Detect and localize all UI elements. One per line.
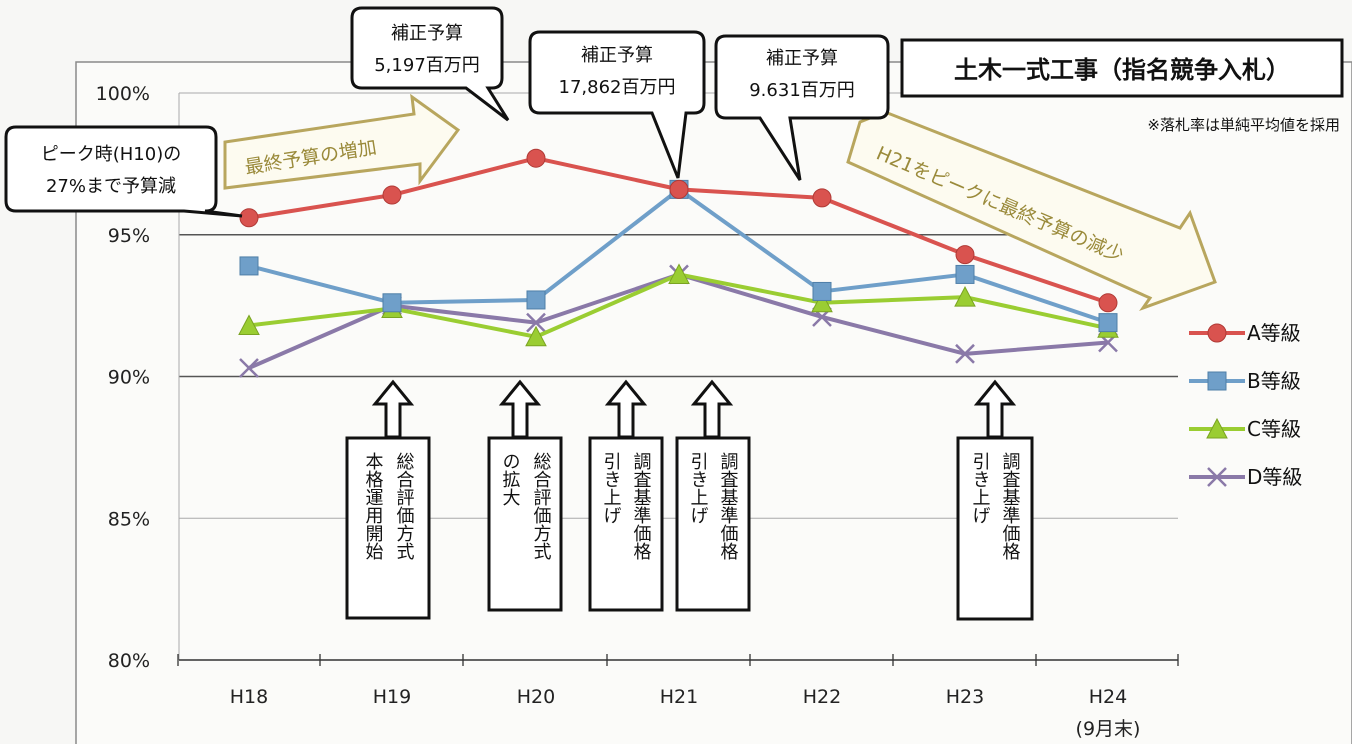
callout-h19-line-1: 補正予算 bbox=[391, 23, 463, 44]
y-tick-label: 100% bbox=[96, 83, 150, 105]
legend-label: A等級 bbox=[1247, 321, 1301, 345]
trend-arrow-increase: 最終予算の増加 bbox=[223, 93, 461, 190]
data-point bbox=[954, 286, 976, 307]
event-3-col-2: 引き上げ bbox=[601, 452, 622, 524]
x-tick-label: H23 bbox=[946, 686, 984, 708]
data-point bbox=[1098, 293, 1118, 313]
event-5-col-1: 調査基準価格 bbox=[1000, 452, 1021, 560]
y-tick-label: 90% bbox=[108, 367, 150, 389]
callout-h22-line-2: 9.631百万円 bbox=[749, 80, 855, 101]
legend-label: C等級 bbox=[1247, 417, 1301, 441]
event-4-col-2: 引き上げ bbox=[688, 452, 709, 524]
callout-h20-line-1: 補正予算 bbox=[581, 45, 653, 66]
x-tick-label: H19 bbox=[373, 686, 411, 708]
callout-h20-line-2: 17,862百万円 bbox=[559, 77, 676, 98]
event-box-3: 調査基準価格 引き上げ bbox=[588, 379, 664, 612]
data-point bbox=[526, 148, 546, 168]
y-axis: 80% 85% 90% 95% 100% bbox=[96, 83, 150, 672]
legend-item: B等級 bbox=[1189, 369, 1301, 393]
data-point bbox=[1207, 467, 1227, 487]
x-axis: H18 H19 H20 H21 H22 H23 H24 (9月末) bbox=[177, 654, 1179, 740]
callout-peak-budget: ピーク時(H10)の 27%まで予算減 bbox=[4, 125, 243, 218]
data-point bbox=[239, 358, 259, 378]
series-A等級 bbox=[239, 148, 1118, 313]
data-point bbox=[669, 179, 689, 199]
event-4-col-1: 調査基準価格 bbox=[718, 452, 739, 560]
data-point bbox=[812, 281, 832, 301]
legend-label: D等級 bbox=[1247, 465, 1302, 489]
legend-item: D等級 bbox=[1189, 465, 1302, 489]
callout-h22-line-1: 補正予算 bbox=[766, 48, 838, 69]
data-point bbox=[811, 291, 833, 313]
event-2-col-2: の拡大 bbox=[500, 452, 521, 506]
x-tick-label: H24 bbox=[1089, 686, 1127, 708]
event-3-col-1: 調査基準価格 bbox=[631, 452, 652, 560]
data-point bbox=[1207, 323, 1227, 343]
data-point bbox=[1207, 371, 1227, 391]
x-tick-sublabel: (9月末) bbox=[1076, 718, 1141, 740]
data-point bbox=[812, 188, 832, 208]
legend-item: C等級 bbox=[1189, 417, 1301, 441]
event-box-2: 総合評価方式 の拡大 bbox=[487, 379, 563, 612]
y-tick-label: 95% bbox=[108, 225, 150, 247]
event-5-col-2: 引き上げ bbox=[970, 452, 991, 524]
x-tick-label: H21 bbox=[660, 686, 698, 708]
y-tick-label: 80% bbox=[108, 650, 150, 672]
event-box-4: 調査基準価格 引き上げ bbox=[675, 379, 751, 612]
chart-title-box: 土木一式工事（指名競争入札） bbox=[900, 38, 1344, 98]
callout-supplementary-budget-h20: 補正予算 17,862百万円 bbox=[528, 30, 706, 179]
data-point bbox=[239, 208, 259, 228]
event-2-col-1: 総合評価方式 bbox=[531, 452, 552, 560]
callout-h19-line-2: 5,197百万円 bbox=[374, 55, 480, 76]
data-point bbox=[1206, 417, 1228, 439]
data-point bbox=[955, 264, 975, 284]
chart-note: ※落札率は単純平均値を採用 bbox=[1147, 116, 1340, 134]
data-point bbox=[239, 256, 259, 276]
event-box-5: 調査基準価格 引き上げ bbox=[956, 379, 1034, 621]
data-point bbox=[382, 185, 402, 205]
data-point bbox=[955, 343, 975, 364]
data-point bbox=[382, 293, 402, 313]
legend: A等級 B等級 C等級 D等級 bbox=[1189, 321, 1302, 489]
data-point bbox=[525, 325, 547, 347]
x-tick-label: H20 bbox=[517, 686, 555, 708]
event-1-col-1: 総合評価方式 bbox=[394, 452, 415, 560]
callout-peak-line-1: ピーク時(H10)の bbox=[41, 144, 181, 165]
y-tick-label: 85% bbox=[108, 508, 150, 530]
x-tick-label: H22 bbox=[803, 686, 841, 708]
data-point bbox=[526, 290, 546, 310]
data-point bbox=[1098, 313, 1118, 333]
callout-supplementary-budget-h22: 補正予算 9.631百万円 bbox=[714, 34, 890, 181]
data-point bbox=[668, 263, 690, 284]
data-point bbox=[238, 314, 260, 335]
x-tick-label: H18 bbox=[230, 686, 268, 708]
legend-label: B等級 bbox=[1247, 369, 1301, 393]
data-point bbox=[955, 245, 975, 265]
callout-supplementary-budget-h19: 補正予算 5,197百万円 bbox=[350, 6, 510, 122]
legend-item: A等級 bbox=[1189, 321, 1301, 345]
data-point bbox=[526, 312, 546, 333]
chart-title: 土木一式工事（指名競争入札） bbox=[954, 56, 1290, 84]
series-group bbox=[238, 148, 1119, 378]
event-1-col-2: 本格運用開始 bbox=[363, 452, 384, 560]
callout-peak-line-2: 27%まで予算減 bbox=[46, 176, 176, 197]
event-box-1: 総合評価方式 本格運用開始 bbox=[345, 379, 431, 620]
